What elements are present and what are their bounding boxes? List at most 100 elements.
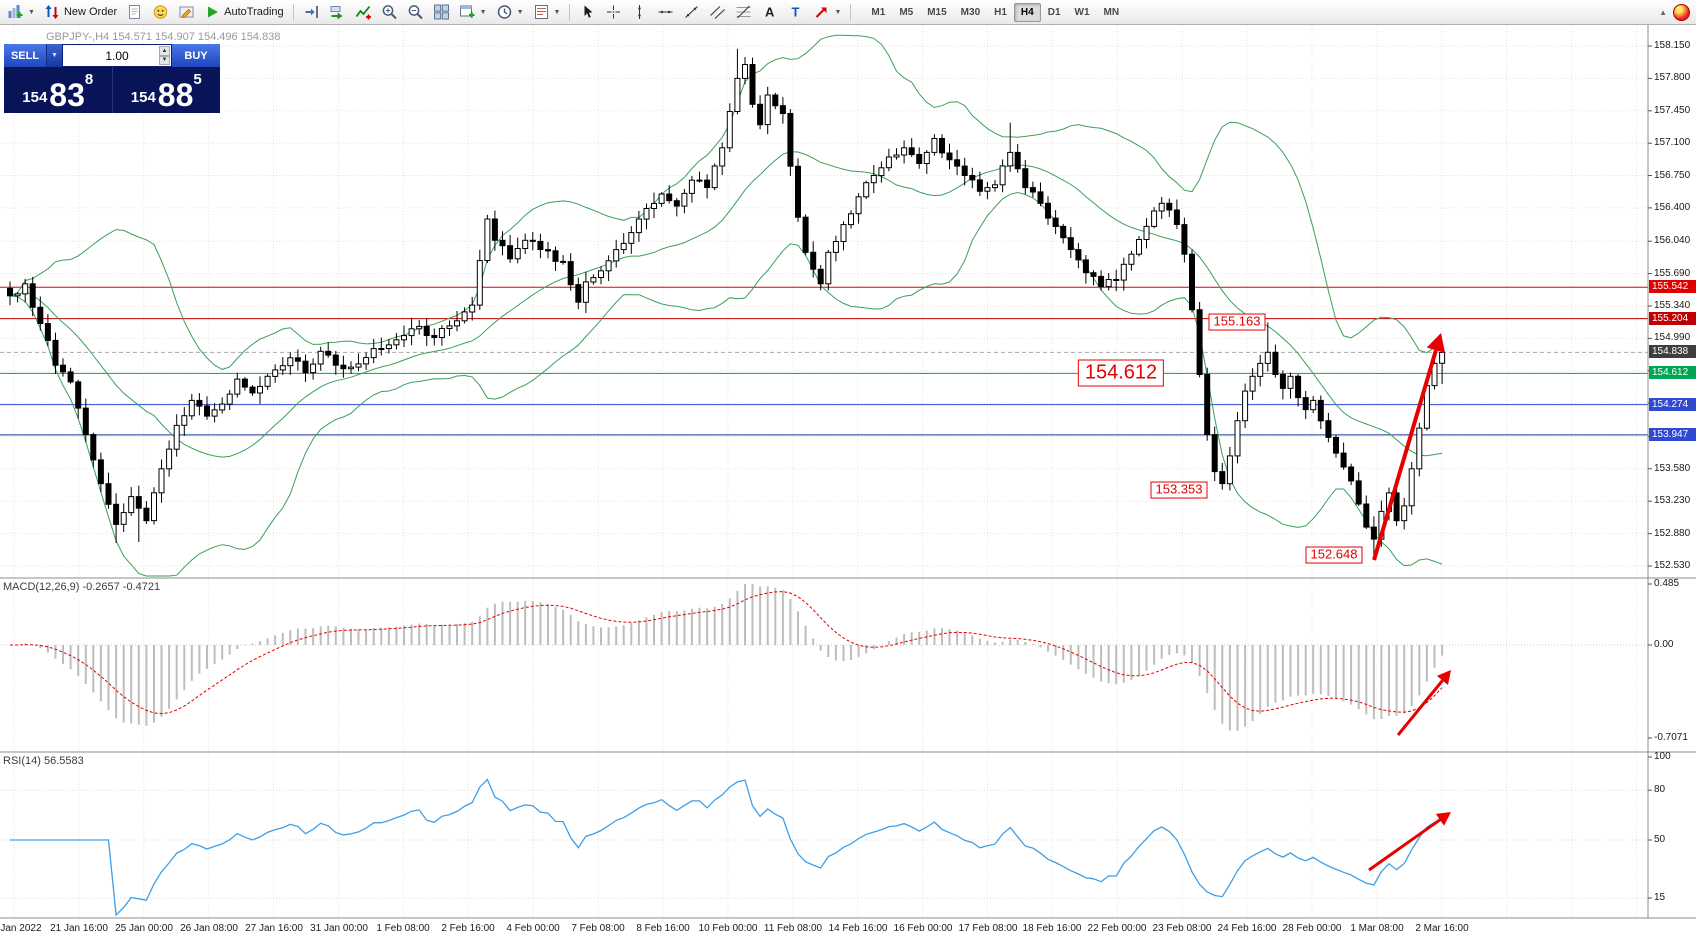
shift-icon (303, 4, 320, 20)
timeframe-d1-button[interactable]: D1 (1047, 6, 1061, 18)
toolbar-separator (292, 3, 294, 21)
hline-icon (657, 4, 674, 20)
buy-price-sup: 5 (193, 71, 202, 88)
time-axis-label: 18 Feb 16:00 (1022, 923, 1082, 934)
buy-button[interactable]: BUY (172, 44, 220, 67)
auto-scroll-button[interactable] (325, 1, 350, 24)
metaeditor-button[interactable] (174, 1, 199, 24)
fibonacci-button[interactable] (731, 1, 756, 24)
price-tick-label: 156.400 (1654, 202, 1691, 213)
arrow-tool-icon (813, 4, 830, 20)
time-axis-label: 22 Feb 00:00 (1087, 923, 1147, 934)
cursor-button[interactable] (575, 1, 600, 24)
tile-windows-button[interactable] (429, 1, 454, 24)
timeframe-w1-button[interactable]: W1 (1074, 6, 1090, 18)
sell-price-sup: 8 (84, 71, 94, 88)
window-plus-icon (459, 4, 476, 20)
toolbar-collapse-icon[interactable]: ▲ (1659, 7, 1667, 17)
time-axis-label: 1 Mar 08:00 (1350, 923, 1404, 934)
price-callout[interactable]: 152.648 (1305, 546, 1363, 564)
price-tick-label: 155.340 (1654, 300, 1691, 311)
buy-price[interactable]: 154 88 5 (113, 67, 221, 113)
price-level-badge: 154.274 (1649, 398, 1696, 411)
timeframe-m15-button[interactable]: M15 (927, 6, 947, 18)
toolbar: ▼ New Order AutoTrading ▼ ▼ ▼ A T ▼ M1 M5 M15 M30 H1 H… (0, 0, 1696, 25)
expert-advisors-button[interactable] (148, 1, 173, 24)
timeframe-mn-button[interactable]: MN (1103, 6, 1120, 18)
text-button[interactable]: A (757, 1, 782, 24)
zoom-in-icon (381, 4, 398, 20)
chart-window-button[interactable] (122, 1, 147, 24)
timeframe-h4-button[interactable]: H4 (1013, 2, 1041, 22)
trendline-button[interactable] (679, 1, 704, 24)
connection-status-icon[interactable] (1673, 3, 1690, 21)
sell-price[interactable]: 154 83 8 (4, 67, 113, 113)
time-axis-label: 21 Jan 16:00 (50, 923, 108, 934)
price-tick-label: 153.230 (1654, 495, 1691, 506)
page-icon (126, 4, 143, 20)
horizontal-line-button[interactable] (653, 1, 678, 24)
price-tick-label: 157.100 (1654, 137, 1691, 148)
new-order-button[interactable]: New Order (40, 1, 121, 24)
macd-tick-label: 0.00 (1654, 639, 1674, 650)
one-click-controls: SELL ▼ 1.00 ▲ ▼ BUY (4, 44, 220, 67)
label-button[interactable]: T (783, 1, 808, 24)
timeframe-m30-button[interactable]: M30 (960, 6, 981, 18)
volume-up-icon[interactable]: ▲ (159, 46, 170, 56)
indicators-button[interactable] (351, 1, 376, 24)
autotrading-button-label: AutoTrading (224, 6, 284, 18)
periods-button[interactable]: ▼ (492, 1, 528, 24)
price-callout[interactable]: 154.612 (1077, 359, 1165, 387)
rsi-tick-label: 50 (1654, 834, 1666, 845)
time-axis-label: 7 Feb 08:00 (571, 923, 625, 934)
timeframe-m5-button[interactable]: M5 (899, 6, 914, 18)
arrows-button[interactable]: ▼ (809, 1, 845, 24)
chart-shift-button[interactable] (299, 1, 324, 24)
rsi-tick-label: 100 (1654, 751, 1671, 762)
price-callout[interactable]: 155.163 (1208, 313, 1266, 331)
zoom-in-button[interactable] (377, 1, 402, 24)
dropdown-arrow-icon: ▼ (28, 8, 35, 16)
price-tick-label: 157.800 (1654, 72, 1691, 83)
price-tick-label: 156.750 (1654, 170, 1691, 181)
time-axis-label: 2 Feb 16:00 (441, 923, 495, 934)
price-callout[interactable]: 153.353 (1150, 481, 1208, 499)
cursor-icon (579, 4, 596, 20)
time-axis-label: 24 Feb 16:00 (1217, 923, 1277, 934)
zoom-out-button[interactable] (403, 1, 428, 24)
new-window-button[interactable]: ▼ (455, 1, 491, 24)
chart-title: GBPJPY-,H4 154.571 154.907 154.496 154.8… (46, 31, 281, 43)
timeframe-m1-button[interactable]: M1 (871, 6, 886, 18)
volume-value: 1.00 (105, 48, 129, 63)
price-tick-label: 157.450 (1654, 105, 1691, 116)
order-options-dropdown-icon[interactable]: ▼ (46, 44, 62, 67)
channel-icon (709, 4, 726, 20)
crosshair-button[interactable] (601, 1, 626, 24)
template-icon (533, 4, 550, 20)
time-axis-label: 27 Jan 16:00 (245, 923, 303, 934)
autotrading-button[interactable]: AutoTrading (200, 1, 288, 24)
svg-text:A: A (765, 5, 775, 20)
timeframe-h1-button[interactable]: H1 (994, 6, 1007, 18)
price-level-badge: 155.204 (1649, 312, 1696, 325)
time-axis-label: 2 Mar 16:00 (1415, 923, 1469, 934)
templates-button[interactable]: ▼ (529, 1, 565, 24)
channel-button[interactable] (705, 1, 730, 24)
volume-input[interactable]: 1.00 ▲ ▼ (62, 44, 172, 67)
play-green-icon (204, 4, 221, 20)
toolbar-separator (569, 3, 571, 21)
dropdown-arrow-icon: ▼ (553, 8, 561, 16)
volume-down-icon[interactable]: ▼ (159, 55, 170, 65)
new-chart-button[interactable]: ▼ (3, 1, 39, 24)
dropdown-arrow-icon: ▼ (834, 8, 842, 16)
sell-price-main: 154 (22, 89, 48, 106)
sell-button[interactable]: SELL (4, 44, 46, 67)
indicator-icon (355, 4, 372, 20)
one-click-prices: 154 83 8 154 88 5 (4, 67, 220, 113)
crosshair-icon (605, 4, 622, 20)
vertical-line-button[interactable] (627, 1, 652, 24)
time-axis-label: 17 Feb 08:00 (958, 923, 1018, 934)
time-axis-label: 26 Jan 08:00 (180, 923, 238, 934)
toolbar-right: ▲ (1659, 3, 1693, 21)
